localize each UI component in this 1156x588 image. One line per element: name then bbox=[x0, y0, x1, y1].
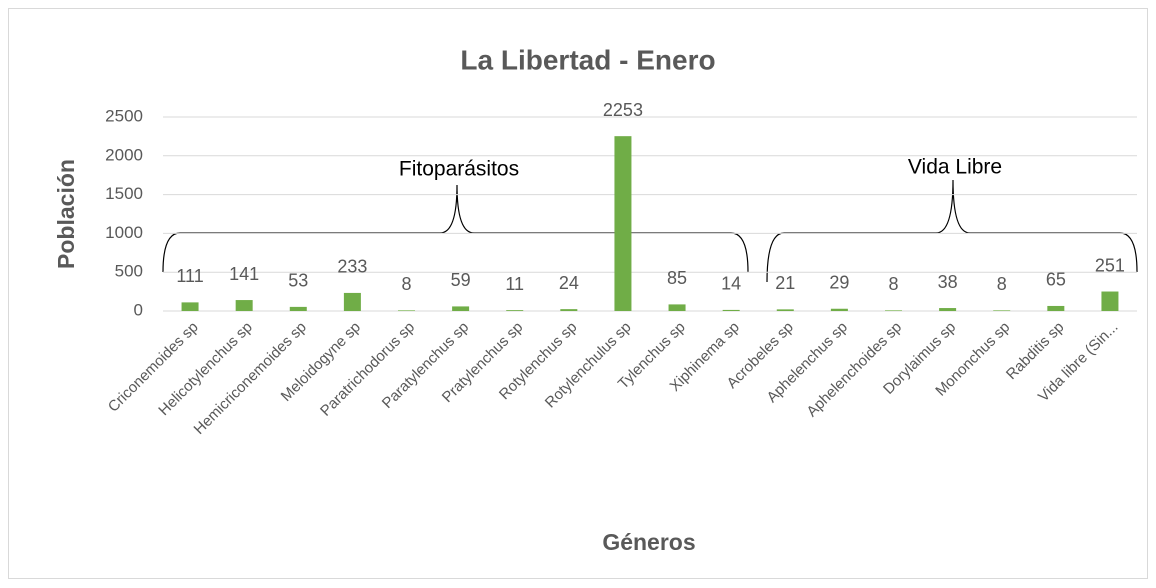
bar bbox=[181, 302, 199, 311]
data-label: 24 bbox=[559, 273, 579, 293]
bar bbox=[614, 136, 632, 311]
bar bbox=[560, 309, 578, 311]
data-label: 251 bbox=[1095, 255, 1125, 275]
x-axis-label: Géneros bbox=[602, 529, 695, 555]
data-label: 38 bbox=[938, 272, 958, 292]
data-label: 2253 bbox=[603, 100, 643, 120]
annotation: Vida Libre bbox=[908, 156, 1002, 179]
bar bbox=[993, 310, 1011, 311]
data-label: 141 bbox=[229, 264, 259, 284]
data-label: 65 bbox=[1046, 270, 1066, 290]
bar bbox=[1101, 291, 1119, 311]
bar bbox=[343, 292, 361, 311]
bar bbox=[830, 308, 848, 311]
data-label: 21 bbox=[775, 273, 795, 293]
data-label: 8 bbox=[401, 274, 411, 294]
chart-border bbox=[8, 8, 1148, 579]
data-label: 8 bbox=[997, 274, 1007, 294]
data-label: 233 bbox=[337, 257, 367, 277]
bar bbox=[668, 304, 686, 311]
bar bbox=[452, 306, 470, 311]
data-label: 8 bbox=[888, 274, 898, 294]
bar bbox=[1047, 305, 1065, 311]
y-tick-label: 2500 bbox=[105, 106, 143, 125]
chart-title: La Libertad - Enero bbox=[460, 44, 715, 75]
data-label: 85 bbox=[667, 268, 687, 288]
y-tick-label: 1000 bbox=[105, 223, 143, 242]
data-label: 29 bbox=[829, 272, 849, 292]
bar bbox=[722, 309, 740, 311]
data-label: 53 bbox=[288, 271, 308, 291]
y-axis-label: Población bbox=[53, 159, 79, 269]
bar bbox=[939, 308, 957, 311]
bar bbox=[776, 309, 794, 311]
bar bbox=[235, 300, 253, 311]
data-label: 59 bbox=[451, 270, 471, 290]
bar bbox=[289, 306, 307, 311]
y-tick-label: 1500 bbox=[105, 184, 143, 203]
brace bbox=[162, 184, 749, 273]
brace bbox=[766, 179, 1138, 283]
data-label: 111 bbox=[176, 266, 203, 286]
bar bbox=[885, 310, 902, 311]
bar bbox=[398, 310, 415, 311]
y-tick-label: 2000 bbox=[105, 145, 143, 164]
data-label: 11 bbox=[505, 274, 524, 294]
y-tick-label: 0 bbox=[134, 300, 143, 319]
bar bbox=[506, 310, 524, 311]
data-label: 14 bbox=[721, 274, 741, 294]
annotation: Fitoparásitos bbox=[399, 158, 519, 181]
y-tick-label: 500 bbox=[115, 262, 143, 281]
